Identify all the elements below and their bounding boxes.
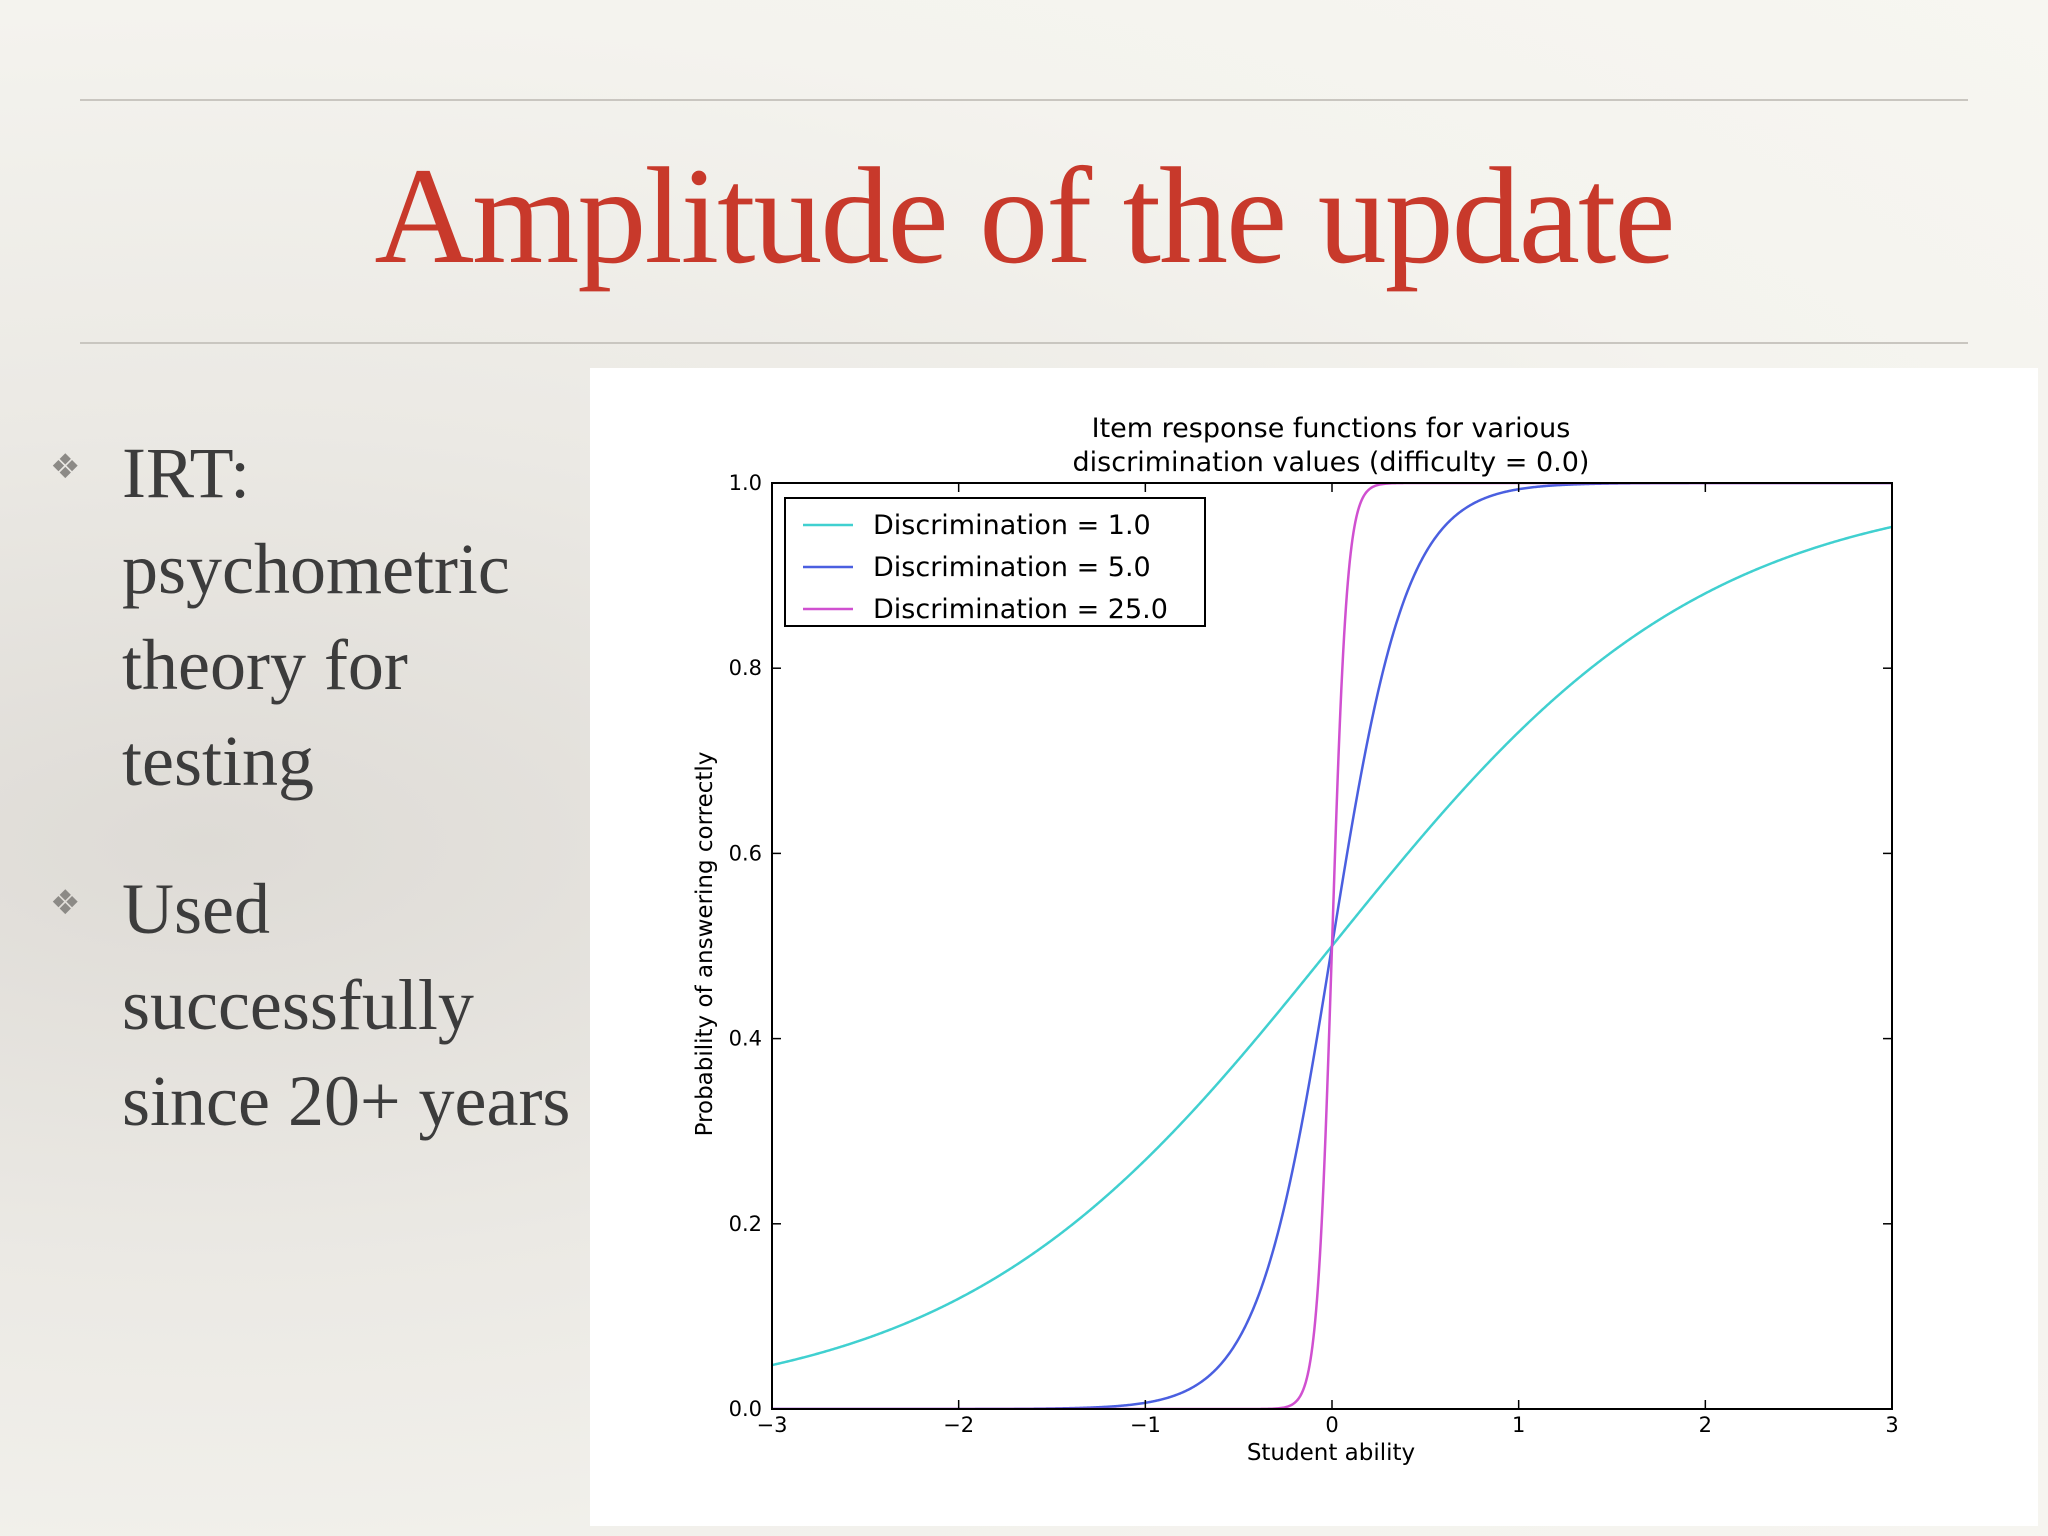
plot-area: −3 −2 −1 0 1 2 3 0.0 0.2 0.4 0.6 0.8 1.0 Discriminati… xyxy=(729,471,1899,1437)
diamond-flower-icon: ❖ xyxy=(50,447,81,487)
chart-panel: Item response functions for various disc… xyxy=(590,368,2038,1526)
bullet-text: Used successfully since 20+ years xyxy=(122,869,571,1141)
legend-box xyxy=(784,497,1206,627)
y-tick-label: 0.4 xyxy=(729,1027,762,1051)
x-tick-label: 1 xyxy=(1512,1413,1525,1437)
bullet-text: IRT: psychometric theory for testing xyxy=(122,433,510,801)
x-axis-label: Student ability xyxy=(1247,1440,1415,1466)
y-axis-label: Probability of answering correctly xyxy=(692,752,718,1137)
chart-title-line-2: discrimination values (difficulty = 0.0) xyxy=(1073,447,1590,478)
top-divider xyxy=(80,99,1968,101)
legend-label: Discrimination = 1.0 xyxy=(873,510,1151,541)
chart-title-line-1: Item response functions for various xyxy=(1092,413,1571,444)
bullet-item: ❖ IRT: psychometric theory for testing xyxy=(40,425,580,809)
y-tick-label: 0.6 xyxy=(729,841,762,865)
x-tick-label: −2 xyxy=(943,1413,974,1437)
y-tick-label: 0.2 xyxy=(729,1212,762,1236)
series-line-3 xyxy=(772,483,1892,1409)
x-tick-label: 0 xyxy=(1325,1413,1338,1437)
diamond-flower-icon: ❖ xyxy=(50,883,81,923)
bullet-list: ❖ IRT: psychometric theory for testing ❖… xyxy=(40,425,580,1201)
y-tick-label: 1.0 xyxy=(729,471,762,495)
y-tick-label: 0.0 xyxy=(729,1397,762,1421)
slide-title: Amplitude of the update xyxy=(374,139,1675,292)
x-tick-label: −1 xyxy=(1130,1413,1161,1437)
title-divider xyxy=(80,342,1968,344)
y-tick-label: 0.8 xyxy=(729,656,762,680)
x-tick-label: 2 xyxy=(1699,1413,1712,1437)
bullet-item: ❖ Used successfully since 20+ years xyxy=(40,861,580,1149)
x-tick-label: −3 xyxy=(757,1413,788,1437)
x-tick-label: 3 xyxy=(1885,1413,1898,1437)
item-response-chart: Item response functions for various disc… xyxy=(692,413,1899,1466)
legend-label: Discrimination = 25.0 xyxy=(873,594,1168,625)
legend-label: Discrimination = 5.0 xyxy=(873,552,1151,583)
